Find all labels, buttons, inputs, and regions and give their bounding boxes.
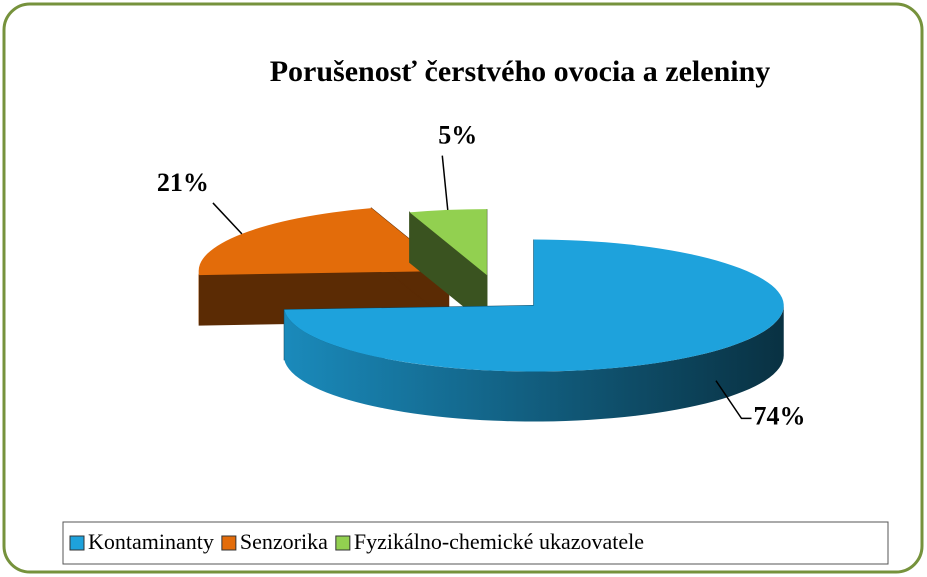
legend-swatch [69, 535, 85, 551]
slice-side [284, 305, 784, 422]
slice-top [409, 209, 487, 276]
legend-box [62, 521, 889, 565]
legend-swatch [221, 535, 237, 551]
chart-title: Porušenosť čerstvého ovocia a zeleniny [270, 55, 771, 88]
slice-top [198, 208, 449, 276]
leader-line [715, 380, 752, 420]
legend-label: Fyzikálno-chemické ukazovatele [354, 529, 644, 554]
slice [283, 239, 784, 422]
leader-line [441, 155, 449, 211]
leader-line [212, 202, 243, 235]
data-label: 74% [753, 401, 805, 430]
data-label: 21% [157, 168, 209, 197]
slice [409, 209, 488, 327]
legend-swatch [335, 535, 351, 551]
legend-label: Senzorika [240, 529, 328, 554]
legend-label: Kontaminanty [88, 529, 214, 554]
slice-top [284, 239, 784, 372]
data-label: 5% [438, 121, 477, 150]
